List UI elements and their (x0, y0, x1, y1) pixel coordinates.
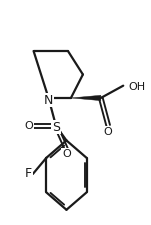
Polygon shape (71, 95, 101, 101)
Text: N: N (44, 94, 53, 107)
Text: O: O (62, 149, 71, 159)
Text: F: F (25, 167, 32, 180)
Text: O: O (25, 121, 34, 131)
Text: OH: OH (129, 82, 146, 92)
Text: O: O (103, 126, 112, 137)
Text: S: S (52, 121, 60, 133)
